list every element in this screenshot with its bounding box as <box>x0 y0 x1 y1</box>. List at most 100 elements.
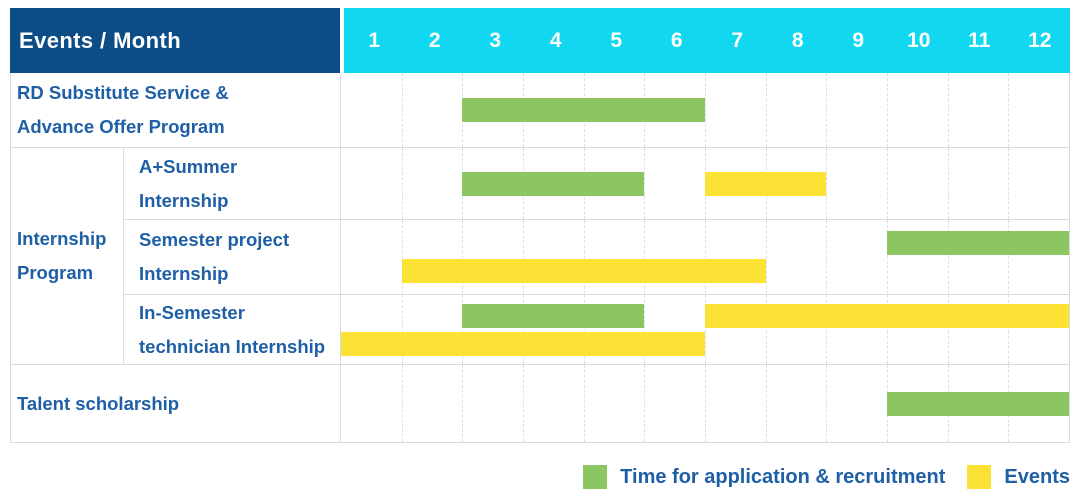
month-gridline <box>523 220 524 294</box>
month-label-1: 1 <box>368 28 381 52</box>
table-row: Semester project Internship <box>124 220 1069 295</box>
table-header: Events / Month 1 2 3 4 5 6 7 8 9 10 11 12 <box>10 8 1070 73</box>
row-label-talent-scholarship: Talent scholarship <box>11 365 341 442</box>
month-gridline <box>765 295 767 364</box>
table-body: RD Substitute Service & Advance Offer Pro… <box>10 73 1070 443</box>
legend-events-label: Events <box>1004 465 1070 488</box>
month-gridline <box>523 295 524 364</box>
month-gridline <box>826 295 828 364</box>
row-timeline-a-summer <box>341 148 1069 219</box>
month-gridline <box>947 148 949 219</box>
month-gridline <box>705 295 706 364</box>
month-label-8: 8 <box>791 28 804 52</box>
internship-program-group: Internship Program A+Summer Internship Sem… <box>11 148 1069 365</box>
month-gridline <box>826 148 828 219</box>
month-label-12: 12 <box>1028 28 1052 52</box>
month-gridline <box>887 148 888 219</box>
row-label-line: RD Substitute Service & <box>17 82 229 103</box>
month-gridline <box>644 148 646 219</box>
event-bar <box>705 171 827 196</box>
table-row: Talent scholarship <box>11 365 1069 442</box>
table-row: RD Substitute Service & Advance Offer Pro… <box>11 73 1069 148</box>
legend: Time for application & recruitment Event… <box>583 464 1070 490</box>
month-gridline <box>705 220 706 294</box>
month-gridline <box>644 365 646 442</box>
header-title-cell: Events / Month <box>10 8 340 73</box>
month-label-7: 7 <box>731 28 744 52</box>
event-bar <box>341 331 705 356</box>
month-gridline <box>947 295 949 364</box>
month-gridline <box>583 365 585 442</box>
application-bar <box>887 231 1069 255</box>
header-divider <box>340 8 344 73</box>
row-label-line: Internship <box>139 263 229 284</box>
event-bar <box>705 303 1069 328</box>
row-timeline-rd-substitute <box>341 73 1069 147</box>
table-row: In-Semester technician Internship <box>124 295 1069 365</box>
month-gridline <box>826 220 828 294</box>
month-gridline <box>705 73 706 147</box>
month-gridline <box>523 365 524 442</box>
application-bar <box>462 171 645 196</box>
month-gridline <box>401 295 403 364</box>
month-gridline <box>947 220 949 294</box>
events-swatch-icon <box>967 465 992 489</box>
month-gridline <box>1008 295 1010 364</box>
month-gridline <box>644 220 646 294</box>
row-label-line: A+Summer <box>139 155 238 177</box>
group-label-line: Program <box>17 262 94 283</box>
month-gridline <box>887 295 888 364</box>
row-label-line: Advance Offer Program <box>17 116 225 137</box>
month-gridline <box>887 73 888 147</box>
event-bar <box>401 259 766 283</box>
month-gridline <box>401 73 403 147</box>
month-label-6: 6 <box>670 28 683 52</box>
month-gridline <box>401 220 403 294</box>
month-gridline <box>583 295 585 364</box>
month-label-5: 5 <box>610 28 623 52</box>
group-subrows: A+Summer Internship Semester project Inter… <box>124 148 1069 365</box>
events-month-table: Events / Month 1 2 3 4 5 6 7 8 9 10 11 12 RD Substi… <box>10 8 1070 443</box>
month-gridline <box>583 220 585 294</box>
application-bar <box>887 391 1069 416</box>
month-label-10: 10 <box>907 28 931 52</box>
month-gridline <box>644 295 646 364</box>
application-bar <box>462 303 645 328</box>
application-bar <box>462 98 705 122</box>
row-label-in-semester: In-Semester technician Internship <box>124 295 341 365</box>
month-label-4: 4 <box>549 28 562 52</box>
header-month-numbers: 1 2 3 4 5 6 7 8 9 10 11 12 <box>344 8 1070 73</box>
legend-application-label: Time for application & recruitment <box>620 465 946 488</box>
row-label-semester-project: Semester project Internship <box>124 220 341 294</box>
month-gridline <box>947 73 949 147</box>
month-gridline <box>1008 220 1010 294</box>
month-gridline <box>765 220 767 294</box>
month-gridline <box>826 73 828 147</box>
month-gridline <box>462 220 464 294</box>
month-label-3: 3 <box>489 28 502 52</box>
row-label-a-summer: A+Summer Internship <box>124 148 341 219</box>
month-gridline <box>765 73 767 147</box>
application-swatch-icon <box>583 465 608 489</box>
group-label-line: Internship <box>17 228 107 249</box>
month-gridline <box>887 220 888 294</box>
month-label-9: 9 <box>852 28 865 52</box>
row-label-line: Internship <box>139 189 229 211</box>
row-timeline-semester-project <box>341 220 1069 294</box>
month-label-2: 2 <box>428 28 441 52</box>
month-gridline <box>401 365 403 442</box>
group-label-internship-program: Internship Program <box>11 148 124 365</box>
month-gridline <box>705 365 706 442</box>
month-gridline <box>401 148 403 219</box>
row-timeline-talent-scholarship <box>341 365 1069 442</box>
row-label-line: technician Internship <box>139 335 326 357</box>
table-row: A+Summer Internship <box>124 148 1069 220</box>
row-label-line: In-Semester <box>139 301 245 323</box>
row-label-line: Talent scholarship <box>17 392 180 414</box>
row-label-rd-substitute: RD Substitute Service & Advance Offer Pro… <box>11 73 341 147</box>
month-gridline <box>765 365 767 442</box>
month-gridline <box>1008 73 1010 147</box>
month-gridline <box>462 295 464 364</box>
month-gridline <box>826 365 828 442</box>
row-timeline-in-semester <box>341 295 1069 365</box>
